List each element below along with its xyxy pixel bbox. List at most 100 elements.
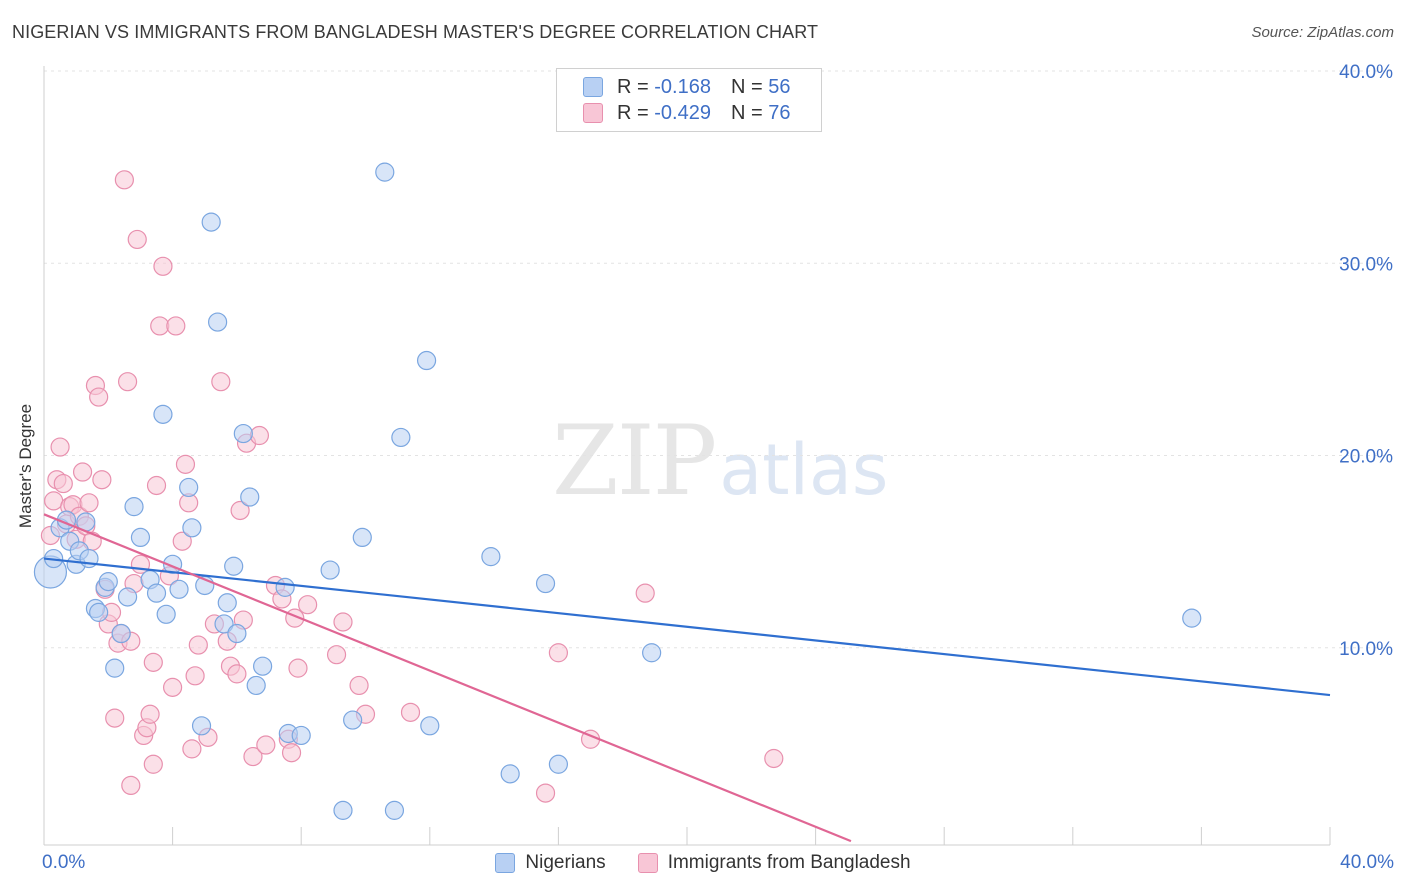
bangladesh-point [400, 702, 421, 722]
bangladesh-point [121, 775, 141, 796]
bangladesh-point [114, 170, 134, 190]
legend-row-nigerians: R = -0.168 N = 56 [583, 75, 790, 99]
series-bangladesh-points [40, 170, 784, 803]
nigerian-point [420, 716, 440, 736]
legend-swatch-blue [495, 853, 516, 873]
legend-label-nigerians: Nigerians [525, 852, 606, 873]
axes [43, 66, 1331, 846]
bangladesh-point [44, 491, 64, 511]
bangladesh-point [249, 425, 270, 446]
nigerian-point [179, 477, 199, 498]
legend-r-value: -0.168 [654, 75, 711, 98]
bangladesh-point [92, 470, 112, 490]
y-tick-label: 10.0% [1339, 639, 1393, 660]
legend-n-label: N = [730, 75, 763, 98]
bangladesh-point [89, 387, 109, 407]
nigerian-point [124, 497, 144, 517]
x-tick-max: 40.0% [1340, 852, 1394, 873]
bangladesh-point [175, 454, 196, 474]
nigerian-point [111, 623, 131, 644]
legend-r-label: R = [617, 75, 649, 98]
bangladesh-point [130, 554, 151, 574]
bangladesh-point [182, 739, 202, 759]
bangladesh-point [349, 675, 369, 696]
legend-n-label: N = [730, 101, 763, 124]
bangladesh-point [333, 612, 353, 632]
nigerian-point [227, 623, 247, 644]
nigerian-point [291, 725, 311, 746]
nigerian-point [343, 710, 363, 730]
nigerian-point [500, 764, 520, 784]
bangladesh-point [326, 645, 347, 665]
nigerian-point [246, 675, 266, 696]
nigerian-point [233, 423, 253, 444]
bangladesh-point [127, 229, 147, 250]
bangladesh-point [105, 708, 125, 728]
nigerian-point [156, 604, 176, 624]
bangladesh-point [146, 475, 167, 496]
nigerian-point [1182, 608, 1202, 628]
series-nigerians-points [33, 162, 1202, 820]
nigerian-point [146, 583, 167, 603]
legend-row-bangladesh: R = -0.429 N = 76 [583, 101, 790, 125]
nigerian-point [214, 614, 234, 634]
bangladesh-point [185, 666, 205, 686]
bangladesh-point [635, 583, 655, 603]
nigerian-point [384, 800, 405, 820]
nigerian-point [217, 593, 237, 613]
nigerian-point [105, 658, 125, 678]
nigerian-point [275, 577, 295, 597]
bangladesh-point [163, 677, 183, 697]
bangladesh-point [143, 754, 163, 774]
bangladesh-point [153, 256, 173, 276]
bangladesh-point [298, 595, 318, 615]
bangladesh-point [172, 531, 192, 551]
trend-lines [43, 513, 1331, 843]
watermark-zip: ZIP [552, 405, 717, 517]
y-tick-label: 20.0% [1339, 447, 1393, 468]
bangladesh-point [79, 493, 99, 513]
bangladesh-point [211, 372, 231, 392]
series-legend: Nigerians Immigrants from Bangladesh [0, 852, 1406, 874]
y-tick-labels: 10.0% 20.0% 30.0% 40.0% [1339, 62, 1393, 660]
nigerian-point [333, 800, 353, 820]
nigerian-point [320, 560, 340, 580]
nigerian-point [535, 573, 556, 594]
bangladesh-point [150, 316, 170, 336]
legend-n-value: 56 [768, 75, 791, 98]
bangladesh-point [117, 372, 138, 392]
bangladesh-point [143, 652, 163, 672]
bangladesh-point [72, 462, 93, 482]
watermark-atlas: atlas [719, 429, 889, 511]
trend-line-nigerians [43, 557, 1331, 697]
x-tick-min: 0.0% [42, 852, 86, 873]
nigerian-point [375, 162, 395, 182]
trend-line-bangladesh [43, 513, 852, 843]
stats-legend: R = -0.168 N = 56 R = -0.429 N = 76 [556, 68, 822, 132]
nigerian-point [391, 427, 411, 448]
nigerian-point [117, 587, 138, 607]
legend-r-label: R = [617, 101, 649, 124]
nigerian-point [352, 527, 372, 548]
bangladesh-point [288, 658, 308, 678]
legend-swatch-blue [583, 77, 603, 97]
nigerian-point [240, 487, 260, 507]
nigerian-point [208, 312, 228, 332]
chart-title: NIGERIAN VS IMMIGRANTS FROM BANGLADESH M… [12, 22, 819, 42]
nigerian-point [224, 556, 244, 576]
legend-swatch-pink [637, 853, 658, 873]
bangladesh-point [281, 743, 302, 763]
nigerian-point [201, 212, 221, 232]
nigerian-point [642, 643, 662, 663]
legend-n-value: 76 [768, 101, 791, 124]
legend-r-value: -0.429 [654, 101, 711, 124]
source-label: Source: ZipAtlas.com [1251, 24, 1394, 41]
bangladesh-point [243, 746, 263, 767]
legend-label-bangladesh: Immigrants from Bangladesh [667, 852, 911, 873]
nigerian-point [416, 350, 437, 371]
y-axis-label-text: Master's Degree [16, 403, 35, 529]
y-tick-label: 30.0% [1339, 254, 1393, 275]
nigerian-point [253, 656, 273, 676]
bangladesh-point [188, 635, 208, 655]
